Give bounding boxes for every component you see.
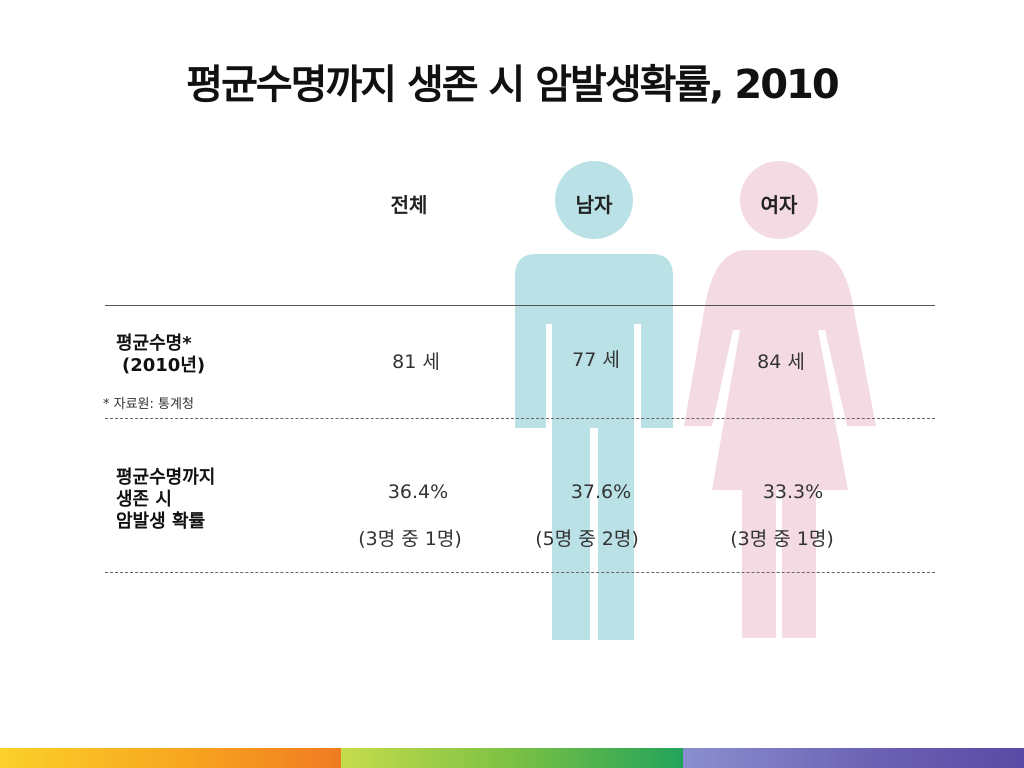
row-separator (105, 418, 935, 419)
footer-bar-green (341, 748, 683, 768)
column-header-male: 남자 (575, 193, 613, 217)
life-expectancy-total: 81 세 (392, 351, 440, 373)
row-label-line: 평균수명까지 (116, 467, 216, 488)
column-header-female: 여자 (760, 193, 798, 217)
cancer-probability-male: 37.6% (570, 481, 632, 503)
row-label-line: (2010년) (122, 355, 206, 376)
row-label-line: 생존 시 (116, 489, 172, 510)
table-top-rule (105, 305, 935, 306)
slide-title: 평균수명까지 생존 시 암발생확률, 2010 (186, 62, 839, 108)
cancer-ratio-male: (5명 중 2명) (535, 528, 639, 550)
row-label-life-expectancy: 평균수명* (2010년) (116, 333, 205, 377)
column-header-total: 전체 (390, 193, 428, 217)
cancer-probability-total: 36.4% (387, 481, 449, 503)
footer-bar-purple (683, 748, 1024, 768)
source-note: * 자료원: 통계청 (103, 397, 194, 412)
life-expectancy-male: 77 세 (572, 349, 620, 371)
table-bottom-rule (105, 572, 935, 573)
man-figure-icon (515, 161, 673, 640)
cancer-ratio-female: (3명 중 1명) (730, 528, 834, 550)
woman-figure-icon (684, 161, 876, 638)
footer-bar-orange (0, 748, 341, 768)
cancer-ratio-total: (3명 중 1명) (358, 528, 462, 550)
cancer-probability-female: 33.3% (762, 481, 824, 503)
row-label-line: 암발생 확률 (116, 511, 206, 532)
life-expectancy-female: 84 세 (757, 351, 805, 373)
row-label-cancer-probability: 평균수명까지 생존 시 암발생 확률 (116, 467, 215, 533)
row-label-line: 평균수명* (116, 333, 192, 354)
